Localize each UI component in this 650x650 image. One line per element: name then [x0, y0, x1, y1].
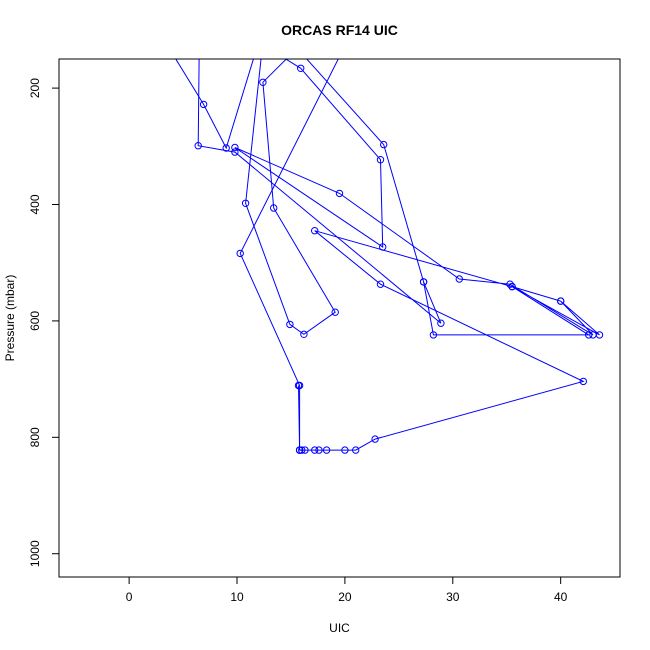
data-point — [286, 320, 294, 329]
plot-area — [175, 59, 604, 454]
data-point — [241, 199, 250, 208]
series-4 — [241, 59, 339, 338]
data-point — [315, 446, 323, 454]
chart-title: ORCAS RF14 UIC — [281, 22, 398, 38]
series-5 — [419, 278, 593, 339]
data-point — [294, 381, 303, 390]
x-axis: 0 10 20 30 40 — [126, 577, 568, 604]
series-line-1 — [239, 59, 339, 451]
data-point — [371, 435, 379, 443]
data-point — [295, 446, 304, 454]
x-tick-label: 10 — [230, 590, 244, 604]
data-point — [222, 144, 230, 152]
series-3 — [194, 59, 445, 327]
data-point — [579, 377, 587, 386]
data-point — [341, 446, 349, 454]
data-point — [419, 278, 428, 286]
data-point — [380, 140, 388, 149]
data-point — [301, 446, 309, 454]
data-point — [194, 142, 202, 150]
data-point — [231, 148, 239, 156]
data-point — [270, 204, 278, 212]
y-tick-label: 800 — [28, 427, 42, 447]
series-2 — [294, 381, 306, 454]
data-point — [331, 308, 339, 316]
y-axis-label: Pressure (mbar) — [3, 275, 17, 362]
y-tick-label: 1000 — [28, 540, 42, 567]
data-point — [322, 446, 331, 454]
series-line-5 — [423, 281, 591, 336]
data-point — [199, 100, 208, 109]
x-tick-label: 40 — [554, 590, 568, 604]
y-tick-label: 600 — [28, 311, 42, 331]
data-point — [297, 64, 305, 73]
data-point — [231, 143, 239, 152]
plot-frame — [58, 58, 621, 578]
x-axis-label: UIC — [329, 621, 350, 635]
y-tick-label: 200 — [28, 78, 42, 98]
data-point — [455, 275, 463, 283]
data-point — [335, 189, 344, 198]
series-line-0 — [175, 59, 600, 451]
data-point — [429, 331, 438, 339]
data-point — [311, 227, 319, 235]
series-line-3 — [197, 59, 442, 324]
x-tick-label: 20 — [338, 590, 352, 604]
x-tick-label: 0 — [126, 590, 133, 604]
data-point — [379, 243, 387, 251]
data-point — [259, 78, 267, 87]
data-point — [376, 280, 385, 288]
data-point — [376, 156, 385, 164]
y-axis: 200 400 600 800 1000 — [28, 78, 59, 567]
series-0 — [175, 59, 604, 454]
data-point — [508, 282, 516, 291]
data-point — [352, 446, 360, 454]
series-line-2 — [298, 385, 302, 451]
data-point — [236, 249, 244, 258]
data-point — [557, 297, 565, 305]
data-point — [437, 319, 445, 327]
data-point — [589, 331, 597, 339]
data-point — [585, 331, 593, 339]
data-point — [506, 280, 514, 288]
data-point — [311, 446, 319, 454]
data-point — [300, 330, 308, 338]
x-tick-label: 30 — [446, 590, 460, 604]
series-line-4 — [245, 59, 336, 335]
data-point — [298, 446, 306, 454]
y-tick-label: 400 — [28, 194, 42, 214]
